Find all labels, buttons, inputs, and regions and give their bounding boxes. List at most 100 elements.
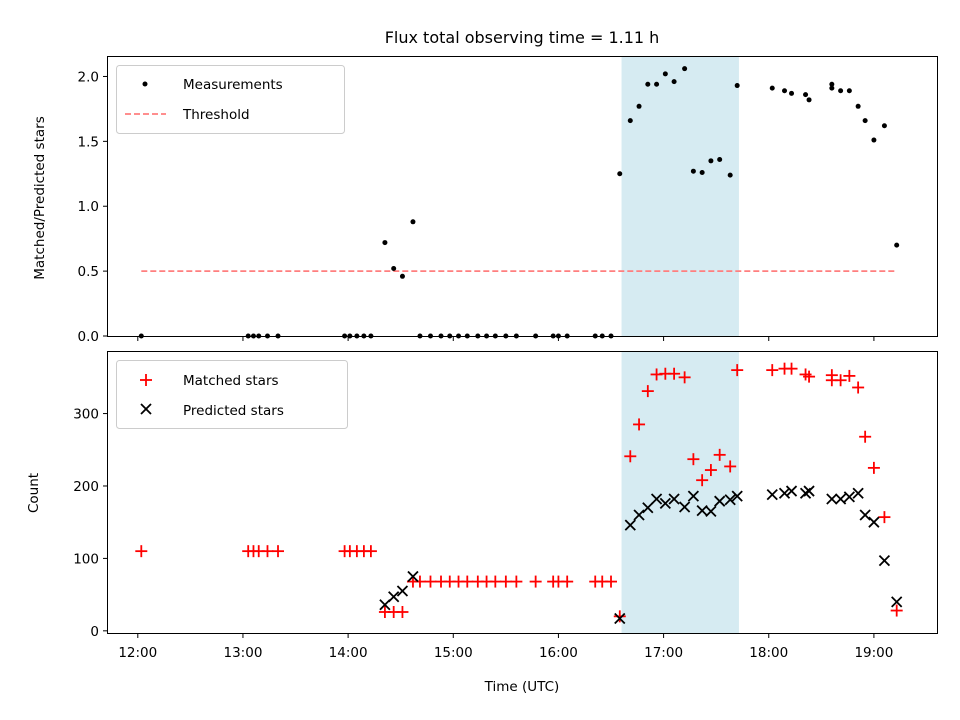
top-x-axis [137,336,875,341]
t-ytick-label: 0.0 [78,329,99,345]
predicted-stars-point [826,493,838,505]
predicted-stars-point [633,509,645,521]
measurements-point [636,103,642,109]
matched-stars-point [510,575,523,588]
predicted-stars-point [396,585,409,597]
b-xtick-label: 16:00 [539,645,578,661]
measurements-point [708,158,714,164]
legend-label-measurements: Measurements [183,77,283,93]
measurements-point [846,88,852,94]
bottom-plot-frame [107,351,938,634]
predicted-stars-point [891,596,903,608]
matched-stars-point [461,575,474,588]
matched-stars-point [605,575,618,588]
measurements-point [391,266,397,272]
b-ytick-label: 0 [90,624,99,640]
matched-stars-point [834,374,847,387]
matched-stars-point [633,418,646,431]
predicted-stars-point [868,516,880,528]
matched-stars-point [890,604,903,617]
predicted-stars-point [407,570,419,583]
measurements-point [871,137,877,143]
measurements-point [829,81,835,87]
t-ytick-label: 0.5 [78,264,99,280]
measurements-point [645,81,651,87]
measurements-point [894,242,900,248]
predicted-stars-point [859,509,871,521]
x-axis-label: Time (UTC) [484,679,560,695]
b-ytick-label: 200 [73,479,99,495]
legend-label-matched-stars: Matched stars [183,373,279,389]
top-legend-box [116,65,345,134]
predicted-stars-point [803,485,815,497]
predicted-stars-point [785,485,798,497]
b-xtick-label: 19:00 [854,645,893,661]
matched-stars-point [843,369,856,382]
legend-marker-matched-stars [140,374,152,386]
t-ytick-label: 1.0 [78,199,99,215]
measurements-point [829,85,835,91]
chart-title: Flux total observing time = 1.11 h [385,28,660,47]
top-plot-frame [107,56,938,337]
matched-stars-point [803,370,816,383]
measurements-point [717,157,723,163]
matched-stars-point [424,575,437,588]
predicted-stars-point [642,502,654,514]
predicted-stars-point [678,501,691,513]
measurements-point [382,240,388,246]
predicted-stars-point [650,493,663,505]
measurements-point [410,219,416,225]
matched-stars-point [713,448,726,461]
measurements-point [838,88,844,94]
bottom-legend: Matched stars Predicted stars [116,360,348,429]
bottom-panel: 0 100 200 300 12:00 13:00 14:00 15:00 16:00 17:0… [26,351,938,695]
b-xtick-label: 14:00 [329,645,368,661]
top-legend: Measurements Threshold [116,65,345,134]
top-panel: 0.00.51.01.52.0 Matched/Predicted stars … [32,56,938,345]
legend-marker-measurements [142,81,148,87]
matched-stars-point [766,364,779,377]
measurements-point [690,168,696,174]
observing-window-shade-bottom [621,352,739,633]
predicted-stars-point [834,493,847,505]
matched-stars-point [499,575,512,588]
matched-stars-point [489,575,502,588]
matched-stars-point [364,545,377,558]
predicted-stars-point [852,487,864,499]
predicted-stars-point [766,489,778,501]
measurements-point [803,92,809,98]
predicted-stars-point [731,490,743,502]
predicted-stars-point [705,505,717,517]
predicted-stars-point [778,487,791,499]
measurements-point [806,97,812,103]
measurements-point [789,90,795,96]
predicted-stars-point [388,591,400,603]
t-ytick-label: 2.0 [78,69,99,85]
bottom-x-axis: 12:00 13:00 14:00 15:00 16:00 17:00 18:00 19:00 [118,633,893,661]
measurements-point [627,118,633,124]
observing-window-shade [621,57,739,336]
measurements-point [734,83,740,89]
b-xtick-label: 12:00 [118,645,157,661]
matched-stars-point [135,545,148,558]
predicted-stars-point [659,497,671,509]
matched-stars-point [641,385,654,398]
matched-stars-point [731,364,744,377]
b-xtick-label: 15:00 [434,645,473,661]
matched-stars-point [867,461,880,474]
predicted-stars-point [624,519,636,531]
matched-stars-point [272,545,285,558]
measurements-point [727,172,733,178]
matched-stars-point [696,474,709,487]
measurements-point [862,118,868,124]
measurements-point [699,169,705,175]
measurements-point [671,79,677,85]
matched-stars-point [687,453,700,466]
legend-marker-predicted-stars [140,403,152,415]
legend-label-threshold: Threshold [182,107,250,123]
top-y-axis: 0.0 0.5 1.0 1.5 2.0 [78,69,108,345]
bottom-y-axis: 0 100 200 300 [73,407,108,640]
measurements-point [855,103,861,109]
measurements-point [782,88,788,94]
b-xtick-label: 17:00 [644,645,683,661]
